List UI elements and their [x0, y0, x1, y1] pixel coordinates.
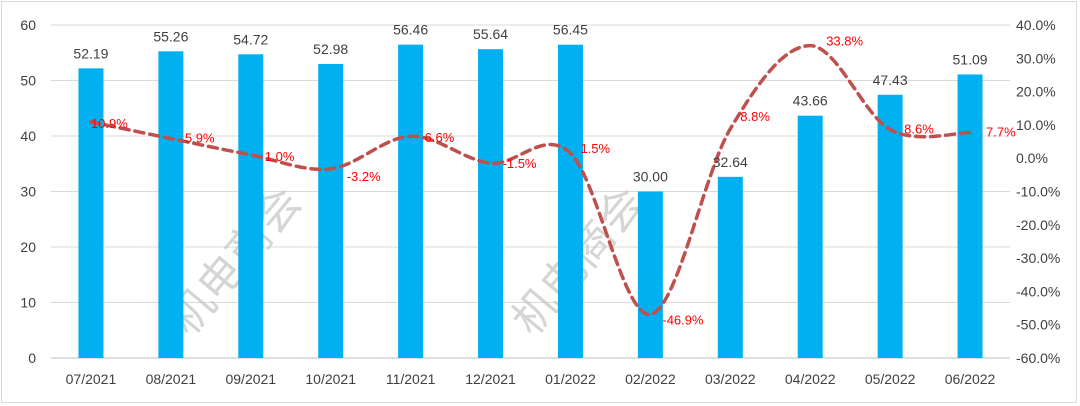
x-tick-label: 10/2021	[305, 371, 356, 387]
y-right-tick-label: -60.0%	[1016, 350, 1060, 366]
line-data-labels: 10.9% 5.9% 1.0% -3.2% 6.6% -1.5% 1.5% -46.9% 8.8…	[91, 34, 1016, 328]
x-tick-label: 09/2021	[225, 371, 276, 387]
bar-data-label: 55.64	[473, 26, 508, 42]
x-tick-label: 05/2022	[865, 371, 916, 387]
y-right-tick-label: 0.0%	[1016, 150, 1048, 166]
x-tick-label: 11/2021	[386, 371, 436, 387]
line-series	[89, 43, 972, 317]
bar	[78, 68, 104, 359]
bar-data-label: 43.66	[793, 93, 828, 109]
x-tick-label: 12/2021	[465, 371, 516, 387]
bar-data-label: 51.09	[953, 51, 988, 67]
bar-data-label: 55.26	[153, 28, 188, 44]
bar-data-label: 32.64	[713, 154, 748, 170]
y-axis-right: -60.0% -50.0% -40.0% -30.0% -20.0% -10.0% 0.0%…	[1016, 17, 1060, 366]
line-data-label: 1.5%	[580, 141, 610, 156]
y-right-tick-label: -20.0%	[1016, 217, 1060, 233]
y-right-tick-label: 40.0%	[1016, 17, 1056, 33]
line-data-label: 33.8%	[826, 34, 863, 49]
line-data-label: 8.8%	[740, 109, 770, 124]
bar	[238, 54, 264, 358]
bar	[158, 51, 184, 358]
y-left-tick-label: 10	[20, 295, 36, 311]
y-left-tick-label: 30	[20, 184, 36, 200]
line-data-label: 8.6%	[904, 122, 934, 137]
x-tick-label: 02/2022	[625, 371, 676, 387]
bar	[478, 49, 504, 358]
x-tick-label: 03/2022	[705, 371, 756, 387]
bar-data-label: 54.72	[233, 31, 268, 47]
line-data-label: 10.9%	[91, 116, 128, 131]
line-data-label: 5.9%	[185, 131, 215, 146]
bar	[797, 115, 823, 358]
bar	[877, 94, 903, 359]
y-left-tick-label: 60	[20, 17, 36, 33]
y-right-tick-label: -40.0%	[1016, 283, 1060, 299]
x-tick-label: 08/2021	[146, 371, 197, 387]
x-tick-label: 04/2022	[785, 371, 836, 387]
y-right-tick-label: 30.0%	[1016, 50, 1056, 66]
y-right-tick-label: -30.0%	[1016, 250, 1060, 266]
bar	[717, 176, 743, 358]
bar-data-label: 30.00	[633, 169, 668, 185]
line-data-label: 1.0%	[265, 149, 295, 164]
y-right-tick-label: 10.0%	[1016, 117, 1056, 133]
bar	[318, 63, 344, 358]
bar-data-label: 52.19	[73, 45, 108, 61]
y-left-tick-label: 0	[28, 350, 36, 366]
bar-data-labels: 52.19 55.26 54.72 52.98 56.46 55.64 56.45 30.00…	[73, 22, 987, 185]
bar-data-label: 56.45	[553, 22, 588, 38]
bar	[557, 44, 583, 358]
x-tick-label: 06/2022	[945, 371, 996, 387]
bar-data-label: 47.43	[873, 72, 908, 88]
bar-data-label: 56.46	[393, 22, 428, 38]
line-data-label: 6.6%	[425, 130, 455, 145]
x-tick-label: 07/2021	[66, 371, 117, 387]
y-right-tick-label: 20.0%	[1016, 84, 1056, 100]
line-data-label: -1.5%	[503, 156, 537, 171]
y-left-tick-label: 40	[20, 128, 36, 144]
line-data-label: -46.9%	[662, 312, 704, 327]
x-axis: 07/2021 08/2021 09/2021 10/2021 11/2021 12/20…	[66, 371, 996, 387]
growth-line	[89, 43, 972, 317]
y-right-tick-label: -10.0%	[1016, 184, 1060, 200]
y-left-tick-label: 50	[20, 73, 36, 89]
y-right-tick-label: -50.0%	[1016, 317, 1060, 333]
y-axis-left: 0 10 20 30 40 50 60	[20, 17, 36, 366]
bar-series	[78, 44, 983, 359]
x-tick-label: 01/2022	[545, 371, 596, 387]
bar-data-label: 52.98	[313, 41, 348, 57]
line-data-label: 7.7%	[986, 125, 1016, 140]
y-left-tick-label: 20	[20, 239, 36, 255]
line-data-label: -3.2%	[347, 169, 381, 184]
bar	[398, 44, 424, 358]
bar	[637, 191, 663, 358]
bar	[957, 74, 983, 358]
